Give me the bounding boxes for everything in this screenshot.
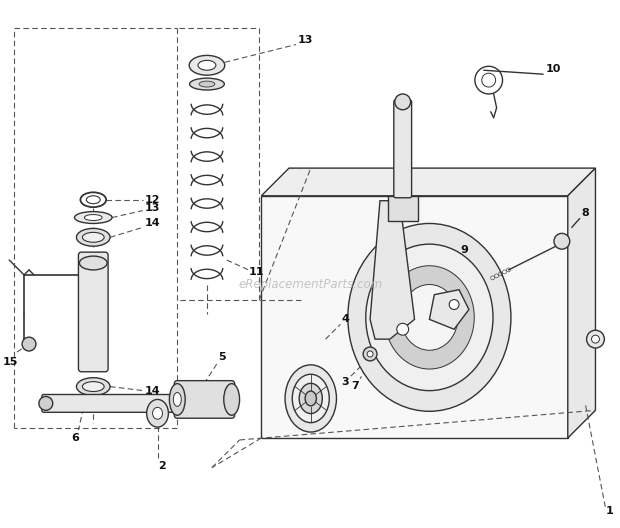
Text: 10: 10 — [545, 64, 560, 74]
Text: 13: 13 — [145, 203, 161, 213]
Ellipse shape — [76, 378, 110, 395]
Polygon shape — [430, 290, 469, 329]
Circle shape — [554, 233, 570, 249]
Ellipse shape — [292, 374, 329, 422]
Text: 13: 13 — [298, 35, 314, 44]
Ellipse shape — [79, 256, 107, 270]
Ellipse shape — [348, 223, 511, 411]
Circle shape — [22, 337, 36, 351]
Ellipse shape — [74, 212, 112, 223]
Ellipse shape — [366, 244, 493, 391]
Ellipse shape — [174, 392, 181, 407]
Ellipse shape — [76, 229, 110, 246]
Ellipse shape — [224, 384, 239, 415]
Circle shape — [591, 335, 600, 343]
Circle shape — [39, 397, 53, 410]
Ellipse shape — [82, 232, 104, 242]
Ellipse shape — [169, 384, 185, 415]
Text: 9: 9 — [460, 245, 468, 255]
Text: 14: 14 — [145, 385, 161, 395]
Circle shape — [363, 347, 377, 361]
Text: 12: 12 — [145, 195, 161, 205]
Ellipse shape — [401, 285, 458, 350]
Text: 6: 6 — [71, 433, 79, 443]
Ellipse shape — [384, 266, 474, 369]
Ellipse shape — [153, 407, 162, 419]
Text: 15: 15 — [2, 357, 18, 367]
Ellipse shape — [285, 365, 337, 432]
Text: 1: 1 — [606, 506, 613, 516]
Polygon shape — [568, 168, 595, 438]
Ellipse shape — [190, 78, 224, 90]
Circle shape — [367, 351, 373, 357]
Polygon shape — [388, 196, 417, 221]
Polygon shape — [261, 168, 595, 196]
Ellipse shape — [198, 60, 216, 70]
Ellipse shape — [147, 400, 169, 427]
Ellipse shape — [199, 81, 215, 87]
Text: eReplacementParts.com: eReplacementParts.com — [239, 278, 383, 291]
Text: 14: 14 — [145, 219, 161, 229]
FancyBboxPatch shape — [394, 100, 412, 198]
Polygon shape — [370, 201, 415, 339]
Text: 8: 8 — [582, 208, 590, 218]
Text: 7: 7 — [352, 381, 359, 391]
Text: 11: 11 — [249, 267, 264, 277]
Ellipse shape — [84, 214, 102, 221]
Text: 2: 2 — [159, 460, 166, 470]
FancyBboxPatch shape — [42, 394, 174, 412]
Ellipse shape — [82, 382, 104, 392]
Circle shape — [449, 299, 459, 309]
Circle shape — [397, 323, 409, 335]
Ellipse shape — [189, 55, 225, 75]
FancyBboxPatch shape — [174, 381, 234, 418]
Text: 4: 4 — [342, 314, 349, 324]
Text: 3: 3 — [342, 376, 349, 386]
Circle shape — [587, 330, 604, 348]
FancyBboxPatch shape — [79, 252, 108, 372]
Polygon shape — [261, 196, 568, 438]
Text: 5: 5 — [218, 352, 226, 362]
Ellipse shape — [305, 391, 316, 406]
Ellipse shape — [299, 383, 322, 413]
Circle shape — [395, 94, 410, 110]
